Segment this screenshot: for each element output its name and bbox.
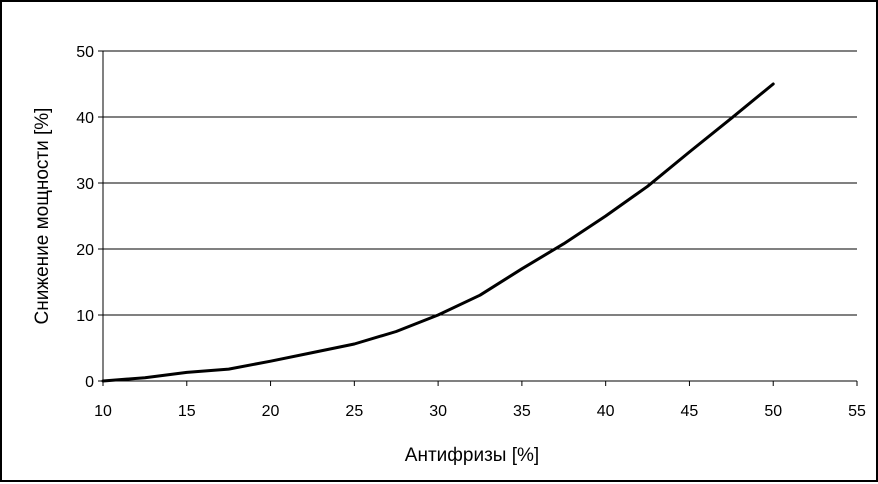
series-layer xyxy=(101,82,775,383)
series-line-0 xyxy=(101,82,775,383)
y-axis-title: Снижение мощности [%] xyxy=(32,108,53,325)
y-tick-label-20: 20 xyxy=(76,242,94,259)
axes xyxy=(98,50,858,386)
y-tick-label-0: 0 xyxy=(85,374,94,391)
x-tick-label-45: 45 xyxy=(681,403,699,420)
grid-lines xyxy=(103,50,857,316)
x-tick-label-10: 10 xyxy=(94,403,112,420)
x-tick-label-30: 30 xyxy=(429,403,447,420)
x-tick-label-55: 55 xyxy=(848,403,866,420)
x-tick-label-50: 50 xyxy=(764,403,782,420)
y-tick-label-30: 30 xyxy=(76,176,94,193)
y-tick-label-10: 10 xyxy=(76,308,94,325)
x-tick-label-40: 40 xyxy=(597,403,615,420)
x-tick-label-25: 25 xyxy=(345,403,363,420)
x-tick-label-15: 15 xyxy=(178,403,196,420)
y-tick-label-50: 50 xyxy=(76,44,94,61)
x-axis-title: Антифризы [%] xyxy=(405,445,539,466)
x-tick-label-20: 20 xyxy=(262,403,280,420)
x-tick-label-35: 35 xyxy=(513,403,531,420)
y-tick-label-40: 40 xyxy=(76,110,94,127)
